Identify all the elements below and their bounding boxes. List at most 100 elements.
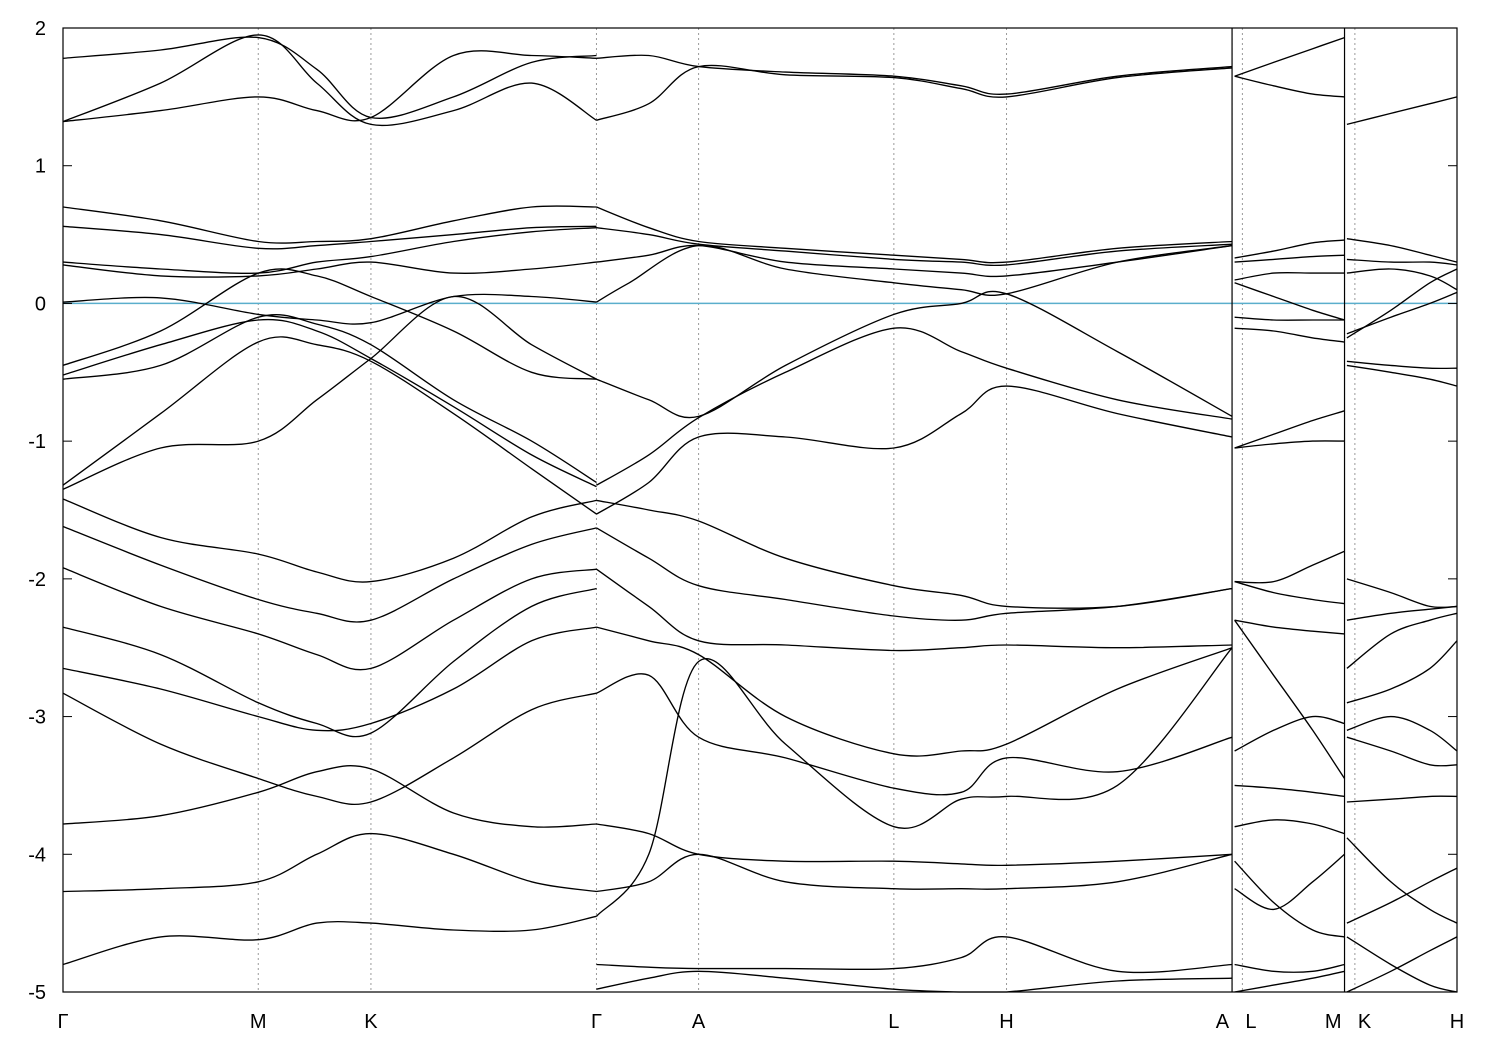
- band-line: [1234, 239, 1345, 259]
- band-line: [596, 244, 1233, 303]
- band-line: [1346, 795, 1458, 803]
- band-line: [1234, 619, 1346, 779]
- band-line: [1346, 867, 1458, 924]
- band-line: [596, 823, 1233, 867]
- band-line: [1234, 282, 1345, 321]
- band-line: [1234, 819, 1345, 835]
- band-line: [1234, 580, 1345, 605]
- y-tick-label: 2: [35, 18, 46, 40]
- band-line: [62, 336, 597, 515]
- x-tick-label: K: [1358, 1011, 1372, 1033]
- band-line: [1346, 258, 1458, 266]
- band-line: [62, 318, 597, 488]
- band-line: [596, 206, 1233, 264]
- band-line: [1346, 268, 1458, 291]
- y-tick-label: -1: [28, 431, 46, 453]
- band-line: [62, 295, 597, 490]
- band-line: [1234, 410, 1345, 449]
- band-line: [1234, 327, 1345, 343]
- x-tick-label: H: [999, 1011, 1013, 1033]
- plot-frame: [62, 27, 1458, 993]
- band-line: [1234, 860, 1345, 938]
- band-line: [596, 244, 1233, 278]
- x-tick-label: M: [1325, 1011, 1342, 1033]
- band-line: [596, 385, 1233, 515]
- band-line: [596, 626, 1233, 757]
- band-line: [62, 915, 597, 966]
- band-line: [62, 626, 597, 732]
- band-line: [62, 227, 597, 275]
- band-line: [1346, 268, 1458, 339]
- y-tick-label: -4: [28, 844, 46, 866]
- band-line: [1234, 970, 1345, 993]
- band-line: [1346, 736, 1458, 767]
- band-line: [1234, 316, 1345, 321]
- band-line: [596, 853, 1233, 893]
- band-line: [596, 54, 1233, 96]
- band-line: [1346, 360, 1458, 370]
- path-discontinuities: [1231, 28, 1346, 992]
- band-line: [1234, 36, 1345, 77]
- x-tick-label: A: [1216, 1011, 1230, 1033]
- band-line: [1234, 715, 1345, 752]
- band-line: [596, 970, 1233, 993]
- band-line: [62, 50, 597, 123]
- y-axis-ticks: 2 1 0 -1 -2 -3 -4 -5: [28, 18, 1457, 1004]
- band-line: [596, 290, 1233, 419]
- band-line: [62, 314, 597, 484]
- band-line: [595, 647, 1233, 917]
- band-line: [62, 268, 597, 380]
- band-line: [1234, 254, 1345, 263]
- band-line: [596, 499, 1233, 609]
- band-line: [596, 568, 1233, 652]
- band-line: [596, 64, 1233, 121]
- band-line: [62, 832, 597, 893]
- x-tick-label: A: [692, 1011, 706, 1033]
- band-line: [1234, 550, 1345, 584]
- x-tick-label: M: [250, 1011, 267, 1033]
- x-tick-label: H: [1450, 1011, 1464, 1033]
- band-line: [62, 36, 597, 119]
- band-line: [596, 327, 1233, 486]
- band-lines: [62, 34, 1458, 993]
- band-line: [1234, 853, 1345, 911]
- band-line: [1346, 364, 1458, 387]
- x-tick-label: Γ: [591, 1011, 602, 1033]
- band-line: [62, 765, 597, 828]
- band-line: [62, 225, 597, 250]
- band-line: [1346, 578, 1458, 609]
- y-tick-label: 1: [35, 156, 46, 178]
- band-line: [596, 527, 1233, 621]
- band-line: [1346, 238, 1458, 263]
- band-line: [62, 261, 597, 278]
- y-tick-label: -5: [28, 982, 46, 1004]
- band-line: [1234, 784, 1345, 798]
- band-line: [1346, 640, 1458, 704]
- band-line: [1234, 75, 1345, 98]
- band-line: [1346, 837, 1458, 924]
- band-line: [1234, 440, 1345, 449]
- band-line: [1234, 619, 1345, 635]
- y-tick-label: -3: [28, 707, 46, 729]
- band-line: [62, 293, 597, 325]
- band-line: [1234, 271, 1345, 281]
- band-line: [62, 498, 597, 583]
- x-tick-label: Γ: [57, 1011, 68, 1033]
- band-line: [1346, 96, 1458, 126]
- band-line: [1346, 715, 1458, 752]
- band-line: [1346, 936, 1458, 993]
- band-line: [596, 936, 1233, 974]
- band-line: [62, 525, 597, 623]
- k-point-gridlines: [257, 28, 1356, 992]
- band-line: [596, 227, 1233, 267]
- band-line: [62, 692, 597, 806]
- y-tick-label: 0: [35, 293, 46, 315]
- y-tick-label: -2: [28, 569, 46, 591]
- band-line: [62, 34, 597, 127]
- band-line: [1234, 963, 1345, 973]
- x-tick-label: L: [1245, 1011, 1256, 1033]
- band-line: [1346, 612, 1458, 669]
- x-tick-label: K: [364, 1011, 378, 1033]
